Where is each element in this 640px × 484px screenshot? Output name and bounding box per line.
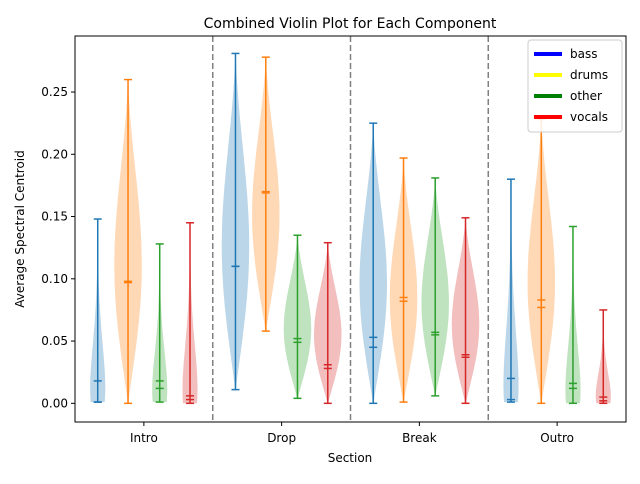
violin-drums-intro [114,78,142,405]
y-axis-label: Average Spectral Centroid [13,150,27,307]
violin-drums-break [389,157,418,403]
violin-other-break [421,177,449,397]
violin-vocals-break [451,217,480,405]
x-tick-label: Break [402,431,437,445]
violin-vocals-outro [595,309,611,405]
x-tick-label: Outro [540,431,574,445]
violin-bass-intro [90,218,106,403]
chart-title: Combined Violin Plot for Each Component [204,16,497,32]
legend-label-other: other [570,89,602,103]
violin-bass-drop [221,52,250,391]
legend-label-drums: drums [570,68,608,82]
x-axis-label: Section [328,451,373,465]
legend: bass drums other vocals [527,39,623,133]
violin-bass-break [359,122,387,405]
violin-vocals-drop [314,241,342,405]
violin-other-outro [565,225,581,405]
y-tick-label: 0.20 [41,147,68,161]
x-tick-label: Drop [267,431,296,445]
axes-frame [74,35,627,423]
y-tick-label: 0.05 [41,334,68,348]
violin-drums-drop [252,56,280,332]
y-tick-label: 0.15 [41,210,68,224]
plot-area [90,36,611,422]
legend-label-bass: bass [570,47,597,61]
violin-bass-outro [503,178,519,403]
x-tick-label: Intro [130,431,158,445]
violin-vocals-intro [182,222,198,405]
legend-label-vocals: vocals [570,110,608,124]
violin-other-drop [283,234,312,400]
axes: 0.00 0.05 0.10 0.15 0.20 0.25 Intro Drop Break Ou… [41,35,627,445]
y-tick-label: 0.10 [41,272,68,286]
violin-drums-outro [527,118,555,405]
y-tick-label: 0.25 [41,85,68,99]
y-tick-label: 0.00 [41,396,68,410]
legend-box [527,39,623,133]
violin-other-intro [152,243,168,403]
